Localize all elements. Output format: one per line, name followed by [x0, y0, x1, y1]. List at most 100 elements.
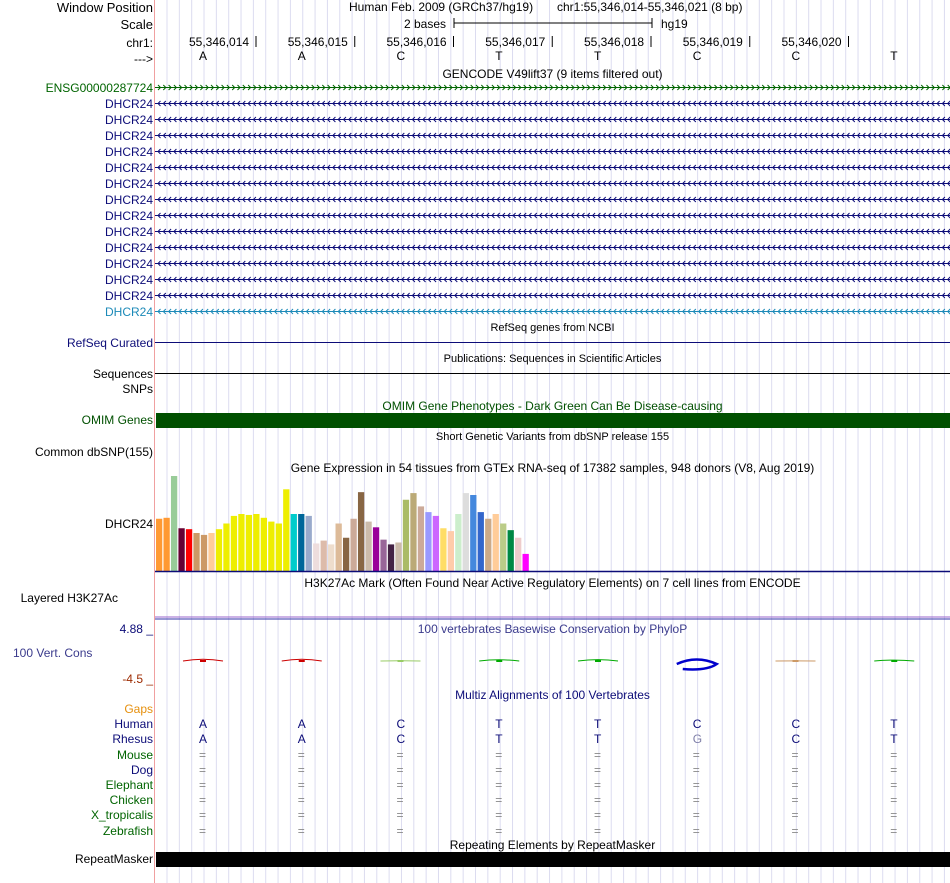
h3k27ac-track-title: H3K27Ac Mark (Often Found Near Active Re…	[304, 576, 801, 590]
publications-label[interactable]: Sequences	[92, 367, 153, 381]
ruler-coordinate: 55,346,020	[781, 35, 842, 49]
refseq-track-title: RefSeq genes from NCBI	[490, 322, 615, 334]
multiz-base: T	[594, 732, 602, 747]
multiz-species-label[interactable]: X_tropicalis	[90, 808, 153, 823]
gencode-gene-label[interactable]: DHCR24	[104, 257, 153, 271]
gene-chevrons	[157, 164, 950, 171]
gtex-bar	[500, 523, 507, 571]
gene-chevrons	[157, 84, 950, 91]
repeatmasker-label[interactable]: RepeatMasker	[74, 852, 153, 866]
omim-genes-label[interactable]: OMIM Genes	[81, 413, 153, 427]
gtex-track-title: Gene Expression in 54 tissues from GTEx …	[290, 461, 815, 475]
conservation-label[interactable]: 100 Vert. Cons	[13, 646, 93, 660]
gtex-bar	[522, 553, 529, 571]
multiz-species-label[interactable]: Rhesus	[112, 732, 153, 747]
conservation-max-label: 4.88 _	[119, 622, 153, 636]
gtex-bar	[447, 531, 454, 571]
ruler-coordinate: 55,346,017	[485, 35, 546, 49]
conservation-track-title: 100 vertebrates Basewise Conservation by…	[417, 622, 688, 636]
multiz-base: =	[495, 778, 503, 792]
multiz-species-label[interactable]: Chicken	[109, 793, 153, 808]
gencode-gene-label[interactable]: DHCR24	[104, 225, 153, 239]
conservation-min-label: -4.5 _	[122, 672, 153, 686]
gencode-gene-label[interactable]: DHCR24	[104, 97, 153, 111]
gtex-bar	[417, 506, 425, 571]
gtex-bar	[410, 493, 417, 571]
gencode-gene-label[interactable]: DHCR24	[104, 129, 153, 143]
gtex-bar	[328, 544, 335, 571]
multiz-base: C	[692, 717, 702, 732]
multiz-base: A	[297, 717, 306, 732]
gtex-bar	[440, 528, 447, 571]
multiz-species-label[interactable]: Gaps	[124, 702, 153, 716]
ruler-base: C	[396, 49, 406, 63]
ruler-coordinate: 55,346,019	[682, 35, 743, 49]
gencode-gene-label[interactable]: ENSG00000287724	[45, 81, 153, 95]
gencode-gene-label[interactable]: DHCR24	[104, 145, 153, 159]
multiz-base: =	[297, 762, 305, 777]
multiz-base: T	[495, 717, 503, 732]
gencode-gene-label[interactable]: DHCR24	[104, 209, 153, 223]
gtex-bar	[275, 523, 282, 571]
gtex-bar	[343, 537, 350, 571]
gtex-bar	[245, 514, 253, 571]
multiz-base: T	[890, 732, 898, 747]
gencode-gene-label[interactable]: DHCR24	[104, 305, 153, 319]
gene-chevrons	[157, 228, 950, 235]
gencode-gene-label[interactable]: DHCR24	[104, 161, 153, 175]
multiz-base: C	[791, 732, 801, 747]
gtex-bar	[492, 514, 499, 571]
dbsnp-label[interactable]: Common dbSNP(155)	[34, 445, 153, 459]
ruler-base: T	[890, 49, 898, 63]
gene-chevrons	[157, 308, 950, 315]
multiz-base: T	[495, 732, 503, 747]
gtex-bar	[253, 514, 260, 571]
gtex-gene-label[interactable]: DHCR24	[104, 517, 153, 531]
publications-track-title: Publications: Sequences in Scientific Ar…	[443, 353, 662, 365]
gtex-bar	[193, 533, 200, 571]
gencode-gene-label[interactable]: DHCR24	[104, 177, 153, 191]
multiz-species-label[interactable]: Dog	[130, 762, 153, 777]
multiz-base: =	[594, 778, 602, 792]
gtex-bar	[170, 476, 178, 571]
gene-chevrons	[157, 132, 950, 139]
refseq-curated-label[interactable]: RefSeq Curated	[66, 336, 153, 350]
multiz-base: =	[594, 747, 602, 762]
multiz-base: =	[199, 747, 207, 762]
multiz-species-label[interactable]: Elephant	[105, 778, 153, 792]
gtex-bar	[230, 515, 238, 571]
repeatmasker-track-title: Repeating Elements by RepeatMasker	[449, 838, 656, 852]
gtex-bar	[268, 521, 275, 571]
multiz-base: =	[692, 778, 700, 792]
multiz-species-label[interactable]: Zebrafish	[102, 823, 153, 838]
h3k27ac-label[interactable]: Layered H3K27Ac	[20, 591, 118, 605]
gtex-bar	[320, 540, 327, 571]
gtex-bar	[223, 523, 230, 571]
gencode-gene-label[interactable]: DHCR24	[104, 113, 153, 127]
strand-label: --->	[134, 52, 153, 66]
conservation-mark	[676, 658, 720, 671]
ruler-coordinate: 55,346,014	[189, 35, 250, 49]
gencode-gene-label[interactable]: DHCR24	[104, 241, 153, 255]
assembly-name[interactable]: Human Feb. 2009 (GRCh37/hg19)	[349, 0, 534, 14]
gtex-bar	[515, 537, 522, 571]
conservation-dot	[496, 660, 503, 662]
gtex-bar	[200, 534, 208, 571]
snps-label[interactable]: SNPs	[122, 382, 153, 396]
genome-position[interactable]: chr1:55,346,014-55,346,021 (8 bp)	[557, 0, 743, 14]
gencode-gene-label[interactable]: DHCR24	[104, 193, 153, 207]
gene-chevrons	[157, 100, 950, 107]
multiz-base: =	[495, 747, 503, 762]
gtex-bar	[425, 512, 432, 571]
multiz-base: =	[692, 808, 700, 823]
gtex-bar	[470, 495, 477, 571]
multiz-base: =	[495, 808, 503, 823]
gencode-gene-label[interactable]: DHCR24	[104, 289, 153, 303]
multiz-base: C	[396, 717, 406, 732]
gencode-gene-label[interactable]: DHCR24	[104, 273, 153, 287]
gtex-bar	[283, 489, 290, 571]
multiz-species-label[interactable]: Mouse	[116, 747, 153, 762]
multiz-species-label[interactable]: Human	[114, 717, 153, 732]
